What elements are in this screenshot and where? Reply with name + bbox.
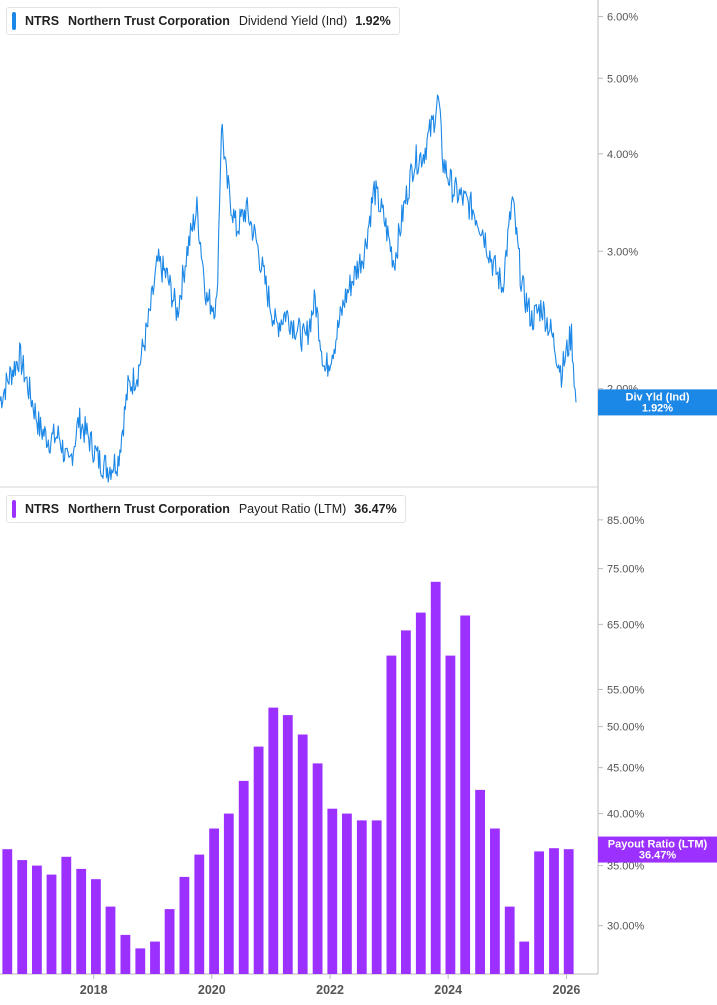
x-tick-label: 2024 <box>434 983 462 997</box>
legend-ticker: NTRS <box>25 14 60 28</box>
legend-metric: Dividend Yield (Ind) <box>238 14 348 28</box>
payout-bar <box>61 856 72 974</box>
y-tick-label: 4.00% <box>607 149 638 161</box>
legend-company: Northern Trust Corporation <box>68 502 230 516</box>
payout-bar <box>312 763 323 974</box>
payout-bar <box>297 734 308 974</box>
payout-bar <box>327 808 338 974</box>
payout-bar <box>164 909 175 974</box>
payout-bar <box>209 828 219 974</box>
dividend-yield-chart <box>0 94 577 483</box>
payout-bar <box>46 874 57 974</box>
tag-background <box>598 836 717 863</box>
payout-bar <box>504 906 515 974</box>
payout-bar <box>445 655 456 974</box>
y-tick-label: 55.00% <box>607 684 645 696</box>
payout-bar <box>76 868 87 974</box>
payout-bar <box>549 848 559 974</box>
y-tick-label: 35.00% <box>607 861 645 873</box>
payout-bar <box>194 854 205 974</box>
x-tick-label: 2018 <box>80 983 108 997</box>
payout-bar <box>519 941 530 974</box>
payout-bar <box>356 820 367 974</box>
payout-bar <box>371 820 382 974</box>
payout-bar <box>238 780 249 974</box>
current-value-tag: Div Yld (Ind)1.92% <box>598 389 717 416</box>
legend-company: Northern Trust Corporation <box>68 14 230 28</box>
payout-ratio-chart <box>2 581 574 974</box>
current-value-tag: Payout Ratio (LTM)36.47% <box>598 836 717 863</box>
payout-bar <box>460 615 471 974</box>
payout-bar <box>17 860 28 974</box>
payout-bar <box>475 789 485 974</box>
payout-bar <box>282 715 293 974</box>
payout-bar <box>135 948 146 974</box>
dividend-yield-legend[interactable]: NTRS Northern Trust Corporation Dividend… <box>6 7 400 35</box>
payout-bar <box>490 828 500 974</box>
x-tick-label: 2022 <box>316 983 344 997</box>
payout-bar <box>32 865 42 974</box>
payout-bar <box>223 813 234 974</box>
payout-bar <box>253 746 264 974</box>
tag-label: Div Yld (Ind) <box>626 391 690 403</box>
current-value-tags: Div Yld (Ind)1.92% Payout Ratio (LTM)36.4… <box>598 389 717 863</box>
y-tick-label: 5.00% <box>607 73 638 85</box>
payout-bar <box>563 849 574 974</box>
legend-value: 1.92% <box>355 14 391 28</box>
y-tick-label: 3.00% <box>607 246 638 258</box>
y-tick-label: 50.00% <box>607 722 645 734</box>
x-tick-label: 2026 <box>553 983 581 997</box>
dividend-yield-line <box>0 94 577 483</box>
payout-bar <box>91 879 101 974</box>
y-tick-label: 30.00% <box>607 921 645 933</box>
y-tick-label: 40.00% <box>607 809 645 821</box>
payout-bar <box>534 851 544 974</box>
payout-bar <box>415 612 426 974</box>
series-color-swatch <box>12 12 16 30</box>
tag-label: Payout Ratio (LTM) <box>608 839 708 851</box>
tag-value: 36.47% <box>639 850 677 862</box>
payout-bar <box>430 581 441 974</box>
payout-ratio-legend[interactable]: NTRS Northern Trust Corporation Payout R… <box>6 495 406 523</box>
y-tick-label: 65.00% <box>607 619 645 631</box>
legend-ticker: NTRS <box>25 502 60 516</box>
tag-background <box>598 389 717 416</box>
x-tick-label: 2020 <box>198 983 226 997</box>
payout-bar <box>120 934 131 974</box>
legend-metric: Payout Ratio (LTM) <box>238 502 347 516</box>
y-tick-label: 45.00% <box>607 763 645 775</box>
y-tick-label: 75.00% <box>607 564 645 576</box>
y-tick-label: 6.00% <box>607 12 638 24</box>
payout-bar <box>401 630 411 974</box>
series-color-swatch <box>12 500 16 518</box>
tag-value: 1.92% <box>642 402 673 414</box>
payout-bar <box>2 849 13 974</box>
legend-value: 36.47% <box>354 502 397 516</box>
payout-bar <box>150 941 160 974</box>
payout-bar <box>342 813 352 974</box>
payout-bar <box>179 876 190 974</box>
payout-bar <box>105 906 116 974</box>
payout-bar <box>386 655 397 974</box>
y-tick-label: 85.00% <box>607 515 645 527</box>
payout-bar <box>268 707 279 974</box>
